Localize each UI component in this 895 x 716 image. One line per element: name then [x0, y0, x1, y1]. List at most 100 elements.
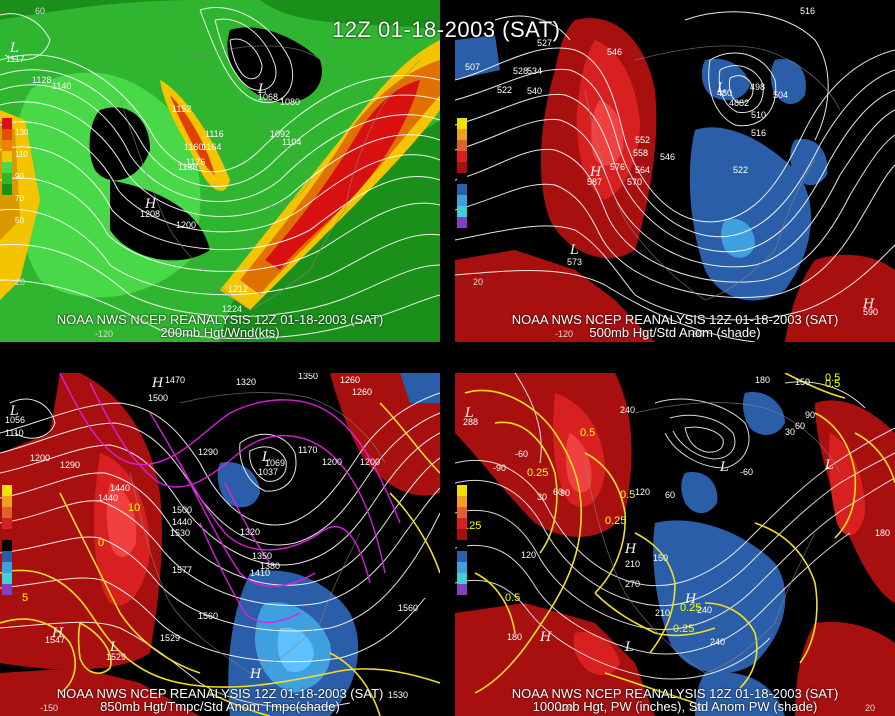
svg-text:0: 0 — [98, 537, 104, 549]
legend-wind-speed: 130 110 90 70 50 — [2, 118, 28, 225]
svg-text:0.25: 0.25 — [673, 623, 694, 635]
svg-text:1530: 1530 — [170, 528, 190, 538]
svg-text:564: 564 — [635, 165, 650, 175]
svg-text:1577: 1577 — [172, 565, 192, 575]
panel-credit: NOAA NWS NCEP REANALYSIS 12Z 01-18-2003 … — [511, 686, 839, 701]
svg-text:240: 240 — [710, 637, 725, 647]
svg-text:-60: -60 — [515, 449, 528, 459]
svg-text:1410: 1410 — [250, 568, 270, 578]
svg-text:60: 60 — [665, 490, 675, 500]
main-title: 12Z 01-18-2003 (SAT) — [332, 17, 561, 42]
svg-text:1116: 1116 — [205, 129, 224, 139]
svg-text:1160: 1160 — [184, 142, 203, 152]
svg-text:1500: 1500 — [148, 393, 168, 403]
svg-text:1350: 1350 — [298, 373, 318, 381]
svg-text:587: 587 — [587, 177, 602, 187]
svg-text:1350: 1350 — [252, 551, 272, 561]
svg-text:522: 522 — [497, 85, 512, 95]
svg-text:576: 576 — [610, 162, 625, 172]
svg-text:1164: 1164 — [202, 142, 221, 152]
svg-text:0.5: 0.5 — [825, 373, 840, 384]
svg-text:1056: 1056 — [5, 415, 25, 425]
svg-text:L: L — [716, 81, 726, 96]
svg-text:528: 528 — [513, 66, 528, 76]
panel-500mb-height-anomaly: -120 -90 20 516 527 528 534 522 540 546 … — [455, 0, 895, 342]
panel-subtitle: 200mb Hgt/Wnd(kts) — [160, 325, 280, 340]
legend-label: 70 — [15, 194, 24, 203]
svg-text:-90: -90 — [690, 329, 703, 339]
svg-text:L: L — [824, 458, 834, 473]
svg-text:120: 120 — [635, 487, 650, 497]
svg-text:H: H — [624, 542, 637, 557]
svg-text:L: L — [719, 460, 729, 475]
svg-text:60: 60 — [795, 421, 805, 431]
svg-text:522: 522 — [733, 165, 748, 175]
svg-text:-60: -60 — [740, 467, 753, 477]
svg-text:L: L — [624, 640, 634, 655]
panel-credit: NOAA NWS NCEP REANALYSIS 12Z 01-18-2003 … — [56, 686, 384, 701]
svg-text:1260: 1260 — [352, 387, 372, 397]
svg-text:1128: 1128 — [32, 75, 51, 85]
panel-credit: NOAA NWS NCEP REANALYSIS 12Z 01-18-2003 … — [511, 312, 839, 327]
svg-text:0.5: 0.5 — [620, 489, 635, 501]
map-1000mb: -120 -90 20 180 150 240 -90 -60 60 30 90… — [455, 373, 895, 716]
legend-label: 50 — [15, 216, 24, 225]
svg-text:1529: 1529 — [106, 652, 126, 662]
svg-text:0.5: 0.5 — [505, 592, 520, 604]
svg-text:498: 498 — [750, 82, 765, 92]
svg-text:L: L — [9, 41, 19, 56]
svg-text:546: 546 — [660, 152, 675, 162]
svg-text:1560: 1560 — [198, 611, 218, 621]
svg-text:1560: 1560 — [398, 603, 418, 613]
svg-text:-90: -90 — [493, 463, 506, 473]
legend-label: 110 — [15, 150, 28, 159]
panel-subtitle: 1000mb Hgt, PW (inches), Std Anom PW (sh… — [532, 699, 818, 714]
svg-text:558: 558 — [633, 148, 648, 158]
svg-text:1200: 1200 — [30, 453, 50, 463]
svg-text:1170: 1170 — [298, 445, 317, 455]
svg-text:H: H — [151, 376, 164, 391]
svg-text:1176: 1176 — [186, 157, 205, 167]
svg-text:1212: 1212 — [228, 284, 248, 294]
svg-text:150: 150 — [795, 377, 810, 387]
svg-text:534: 534 — [527, 66, 542, 76]
svg-text:1110: 1110 — [5, 428, 24, 438]
svg-text:H: H — [51, 626, 64, 641]
svg-text:1152: 1152 — [172, 104, 191, 114]
svg-text:573: 573 — [567, 257, 582, 267]
svg-text:1104: 1104 — [282, 137, 301, 147]
svg-text:90: 90 — [805, 410, 815, 420]
svg-text:1117: 1117 — [6, 54, 25, 64]
svg-text:1069: 1069 — [265, 458, 285, 468]
lon-label: -120 — [95, 329, 113, 339]
svg-text:507: 507 — [465, 62, 480, 72]
svg-text:540: 540 — [527, 86, 542, 96]
svg-text:30: 30 — [537, 492, 547, 502]
svg-text:240: 240 — [697, 605, 712, 615]
svg-text:0.25: 0.25 — [680, 602, 701, 614]
svg-text:L: L — [109, 640, 119, 655]
svg-text:1547: 1547 — [45, 635, 65, 645]
legend-label: 130 — [15, 128, 29, 137]
svg-text:1440: 1440 — [110, 483, 130, 493]
svg-text:1380: 1380 — [260, 561, 280, 571]
svg-text:L: L — [261, 450, 271, 465]
svg-text:60: 60 — [553, 487, 563, 497]
svg-text:L: L — [464, 406, 474, 421]
svg-text:-120: -120 — [555, 703, 573, 713]
svg-text:0.25: 0.25 — [527, 467, 548, 479]
svg-text:1529: 1529 — [160, 633, 180, 643]
svg-text:1470: 1470 — [165, 375, 185, 385]
panel-subtitle: 850mb Hgt/Tmpc/Std Anom Tmpc(shade) — [100, 699, 340, 714]
legend-std-anom — [457, 485, 467, 595]
svg-text:180: 180 — [507, 632, 522, 642]
svg-text:150: 150 — [653, 553, 668, 563]
svg-text:1200: 1200 — [322, 457, 342, 467]
panel-200mb-height-wind: -120 60 20 1128 1140 1152 1160 1188 1176… — [0, 0, 440, 342]
svg-text:288: 288 — [463, 417, 478, 427]
svg-text:0.5: 0.5 — [825, 378, 840, 390]
svg-text:120: 120 — [521, 550, 536, 560]
svg-text:1080: 1080 — [280, 97, 300, 107]
svg-text:10: 10 — [128, 502, 140, 514]
map-200mb: -120 60 20 1128 1140 1152 1160 1188 1176… — [0, 0, 440, 342]
